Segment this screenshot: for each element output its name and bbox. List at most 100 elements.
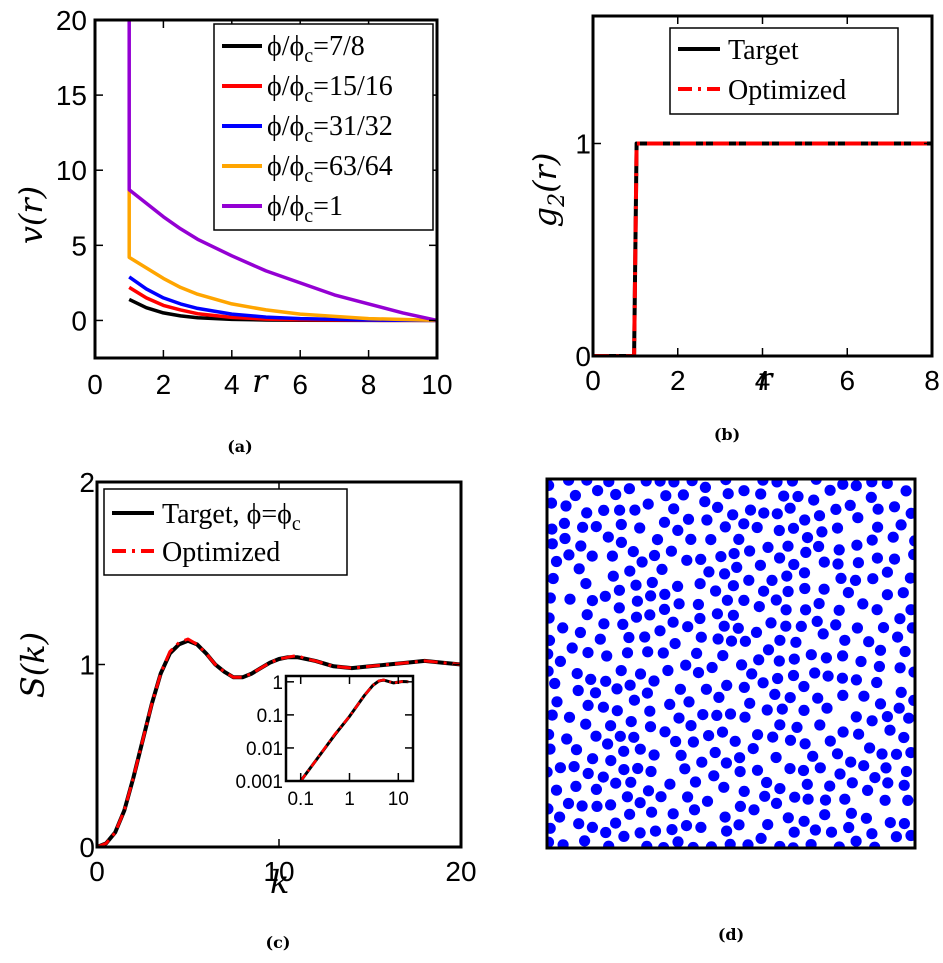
panel-d-point [672,836,684,848]
panel-d-point [597,771,609,783]
panel-c-ylabel: S(k) [14,632,52,698]
panel-d-point [610,817,622,829]
panel-d-point [550,555,563,568]
panel-d-point [688,804,701,816]
panel-d-point [813,510,826,522]
panel-d-point [802,793,814,805]
panel-d-point [908,548,915,561]
panel-d-point [711,709,723,722]
panel-d-point [787,669,800,682]
panel-c-series [97,637,461,847]
panel-d-point [845,756,857,768]
panel-d-point [654,625,666,637]
panel-d-point [724,838,736,848]
panel-d-point [715,551,727,563]
panel-d-point [892,631,904,643]
panel-d-point [816,526,828,538]
panel-d-point [746,668,758,680]
panel-d-point [579,835,591,847]
panel-d-point [857,598,869,610]
panel-d-point [682,791,694,803]
panel-d-point [634,797,646,809]
panel-d-point [853,728,865,740]
panel-d-point [582,647,594,659]
panel-d-point [869,841,881,848]
panel-a-xtick-label: 0 [87,369,103,400]
panel-d-point [798,704,810,717]
panel-d-point [644,721,657,733]
panel-d-point [722,488,734,500]
panel-d-point [646,576,658,589]
panel-d-point [610,488,622,501]
panel-d-point [774,783,786,795]
panel-d-point [566,642,578,654]
panel-d-point [825,826,838,838]
panel-d-point [799,582,811,595]
panel-d-point [751,764,764,776]
panel-d-point [898,779,910,791]
panel-d-point [634,522,646,534]
panel-d-point [624,808,636,820]
panel-d-point [866,479,878,488]
panel-d-point [667,808,679,820]
panel-d-point [792,490,804,503]
panel-d-point [645,590,657,602]
panel-d-point [547,803,554,815]
panel-d-point [862,784,874,797]
panel-d-point [782,812,794,824]
panel-d-point [833,544,845,556]
panel-d-point [682,621,694,633]
panel-d-point [658,603,671,616]
panel-d-point [888,501,901,513]
panel-a: 0 2 4 6 8 10 0 5 10 15 20 r v(r) ϕ/ϕc=7/8 ϕ/ϕc=15/1… [12,5,453,456]
panel-d-point [784,763,796,775]
panel-c-inset-xtick-label: 0.1 [287,789,313,810]
panel-d-point [602,531,614,543]
panel-d-point [547,572,559,585]
panel-d-point [754,559,767,571]
panel-b-legend-label: Target [728,35,799,66]
panel-d-point [860,812,873,824]
panel-b: 0 2 4 6 8 0 1 r g2(r) Target Optimized (b) [526,14,940,444]
panel-d-point [738,485,750,497]
panel-d-point [851,539,863,551]
panel-a-ytick-label: 10 [56,155,87,186]
panel-d-point [665,545,678,557]
panel-d-point [547,612,555,624]
panel-d-point [575,540,587,552]
panel-b-xtick-label: 2 [670,365,686,396]
panel-d-point [832,558,844,570]
panel-b-ticks: 0 2 4 6 8 0 1 [575,16,940,396]
panel-d-point [561,733,573,745]
panel-a-caption: (a) [227,437,253,456]
panel-d-point [649,825,662,837]
panel-d-point [751,521,763,534]
panel-d-point [866,715,878,727]
panel-d-point [559,532,571,545]
panel-d-point [720,479,732,486]
panel-d-point [748,804,760,816]
panel-d-point [697,709,709,721]
panel-d-point [873,660,886,673]
panel-d-point [672,524,684,537]
panel-d-point [586,821,599,834]
panel-a-ytick-label: 15 [56,80,87,111]
panel-d-point [790,636,802,648]
panel-d-point [701,795,714,807]
panel-d-point [814,762,826,774]
panel-d-point [762,819,774,831]
panel-d-point [699,481,712,493]
panel-d-point [800,604,812,616]
panel-d-point [587,753,599,765]
panel-d-point [866,828,878,840]
panel-d-point [623,631,635,644]
panel-d-point [814,719,826,731]
panel-d-point [558,517,571,530]
panel-d-point [724,708,737,720]
panel-d-point [695,553,707,566]
panel-d-point [744,504,757,516]
panel-d-point [623,483,636,495]
panel-d-point [824,484,836,496]
panel-d-point [592,485,604,497]
panel-d-point [788,826,800,838]
